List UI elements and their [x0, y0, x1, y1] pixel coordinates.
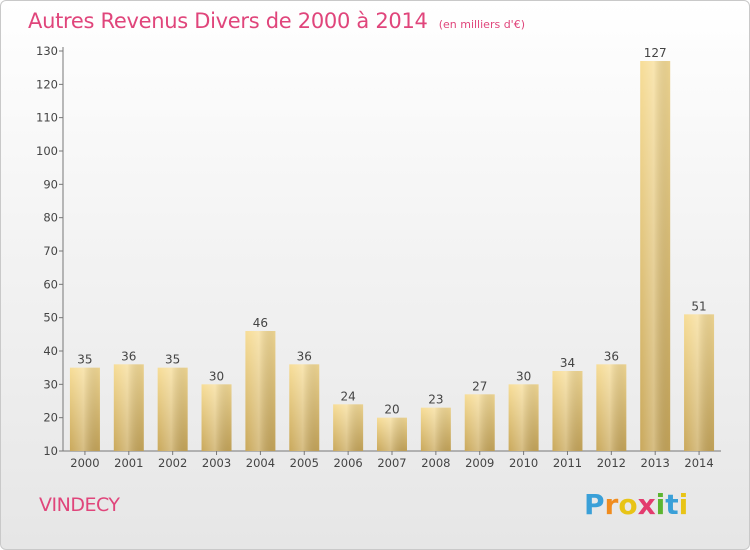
logo-letter: i: [655, 488, 666, 521]
chart-subtitle: (en milliers d'€): [438, 18, 525, 31]
data-labels: 35 36 35 30 46 36 24 20 23 27 30 34 36 127 51: [77, 46, 706, 417]
bar-shine: [684, 314, 715, 451]
proxiti-logo: Proxiti: [584, 488, 688, 521]
bar-value-label: 34: [560, 356, 575, 370]
bar-shine: [113, 364, 144, 451]
bar-shine: [245, 331, 276, 451]
y-tick-label: 20: [43, 411, 58, 425]
x-tick-label: 2009: [465, 456, 494, 470]
bar-value-label: 30: [516, 369, 531, 383]
y-tick-label: 50: [43, 311, 58, 325]
y-tick-label: 10: [43, 444, 58, 458]
bar-value-label: 36: [121, 349, 136, 363]
bar-value-label: 51: [691, 299, 706, 313]
x-tick-label: 2011: [553, 456, 582, 470]
logo-letter: i: [678, 488, 689, 521]
logo-letter: o: [618, 488, 638, 521]
x-tick-label: 2014: [684, 456, 713, 470]
commune-name: VINDECY: [39, 494, 120, 516]
bar-value-label: 24: [340, 389, 355, 403]
bar-shine: [289, 364, 320, 451]
y-tick-label: 120: [36, 77, 58, 91]
axes: 10 20 30 40 50 60 70 80 90 100 110 120 130 2000 2001 20…: [36, 44, 721, 470]
bars: [69, 61, 715, 451]
x-tick-label: 2002: [158, 456, 187, 470]
bar-value-label: 46: [253, 316, 268, 330]
x-tick-label: 2006: [333, 456, 362, 470]
title-row: Autres Revenus Divers de 2000 à 2014 (en…: [28, 9, 525, 33]
x-tick-label: 2010: [509, 456, 538, 470]
bar-shine: [420, 407, 451, 451]
x-tick-label: 2003: [202, 456, 231, 470]
x-tick-label: 2008: [421, 456, 450, 470]
bar-value-label: 23: [428, 393, 443, 407]
y-tick-label: 130: [36, 44, 58, 58]
bar-value-label: 35: [77, 353, 92, 367]
bar-shine: [377, 417, 407, 451]
bar-value-label: 35: [165, 353, 180, 367]
bar-value-label: 127: [644, 46, 667, 60]
x-tick-label: 2007: [377, 456, 406, 470]
logo-letter: x: [637, 488, 656, 521]
x-tick-label: 2012: [597, 456, 626, 470]
bar-shine: [464, 394, 495, 451]
y-tick-label: 70: [43, 244, 58, 258]
logo-letter: r: [604, 488, 619, 521]
y-tick-label: 90: [43, 177, 58, 191]
x-tick-label: 2004: [246, 456, 275, 470]
bar-shine: [157, 367, 188, 451]
bar-value-label: 30: [209, 369, 224, 383]
bar-value-label: 27: [472, 379, 487, 393]
x-tick-label: 2000: [70, 456, 99, 470]
y-tick-label: 30: [43, 377, 58, 391]
bar-value-label: 36: [604, 349, 619, 363]
logo-letter: t: [665, 488, 679, 521]
x-tick-label: 2005: [290, 456, 319, 470]
y-tick-label: 60: [43, 277, 58, 291]
bar-shine: [333, 404, 364, 451]
y-tick-label: 100: [36, 144, 58, 158]
y-tick-label: 40: [43, 344, 58, 358]
bar-shine: [69, 367, 100, 451]
y-tick-label: 80: [43, 211, 58, 225]
bar-shine: [201, 384, 232, 451]
bar-value-label: 36: [297, 349, 312, 363]
chart-title: Autres Revenus Divers de 2000 à 2014: [28, 9, 428, 33]
y-tick-label: 110: [36, 111, 58, 125]
x-tick-label: 2013: [641, 456, 670, 470]
bar-shine: [508, 384, 539, 451]
bar-shine: [596, 364, 627, 451]
x-tick-label: 2001: [114, 456, 143, 470]
bar-shine: [552, 371, 583, 451]
logo-letter: P: [584, 488, 605, 521]
bar-shine: [640, 61, 671, 451]
bar-value-label: 20: [384, 403, 399, 417]
